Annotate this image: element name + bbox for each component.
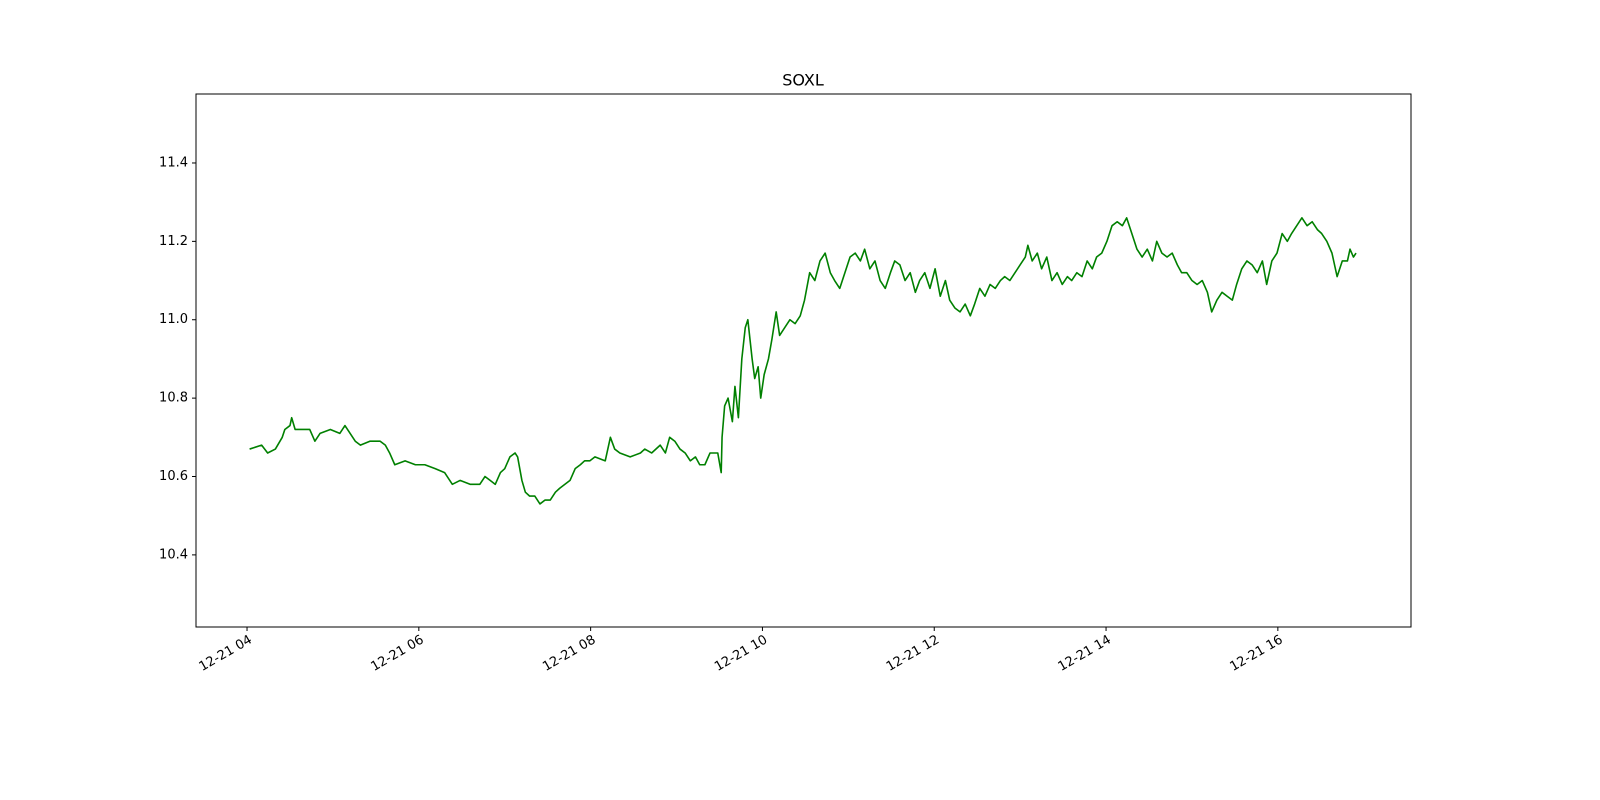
y-tick-label: 11.4 xyxy=(159,155,188,170)
y-tick-label: 11.0 xyxy=(159,312,188,327)
chart-title: SOXL xyxy=(782,71,824,90)
y-tick-label: 11.2 xyxy=(159,234,188,249)
y-tick-label: 10.4 xyxy=(159,547,188,562)
y-tick-label: 10.6 xyxy=(159,469,188,484)
y-tick-label: 10.8 xyxy=(159,391,188,406)
price-line xyxy=(249,217,1357,505)
plot-frame xyxy=(195,93,1412,628)
